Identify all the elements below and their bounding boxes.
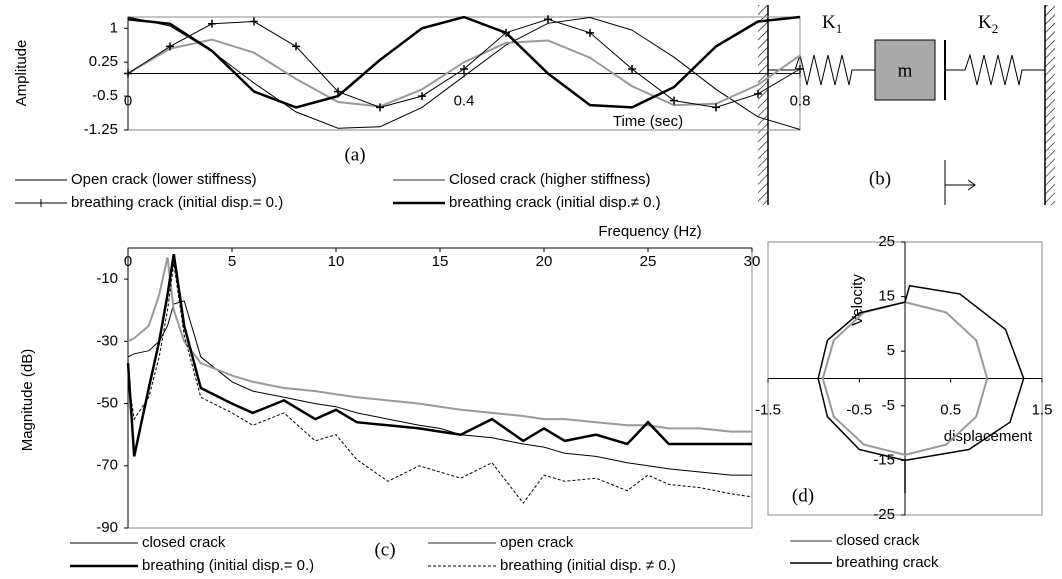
legend-label: breathing crack (initial disp.≠ 0.): [449, 194, 661, 211]
x-tick-label: 5: [228, 253, 236, 270]
plus-marker: [292, 42, 300, 51]
y-tick-label: 15: [878, 288, 895, 305]
legend-label: Closed crack (higher stiffness): [449, 171, 650, 188]
x-tick-label: 0.8: [790, 92, 811, 109]
y-tick-label: 1: [110, 19, 118, 36]
legend-label: Open crack (lower stiffness): [71, 171, 257, 188]
plus-marker: [586, 28, 594, 37]
legend-marker: [37, 199, 45, 207]
spring-label: K2: [978, 12, 998, 36]
spring-label-text: K: [978, 12, 992, 33]
x-tick-label: 0: [124, 92, 132, 109]
spring: [945, 53, 1045, 86]
legend-label: open crack: [500, 534, 574, 551]
y-tick-label: -0.5: [92, 87, 118, 104]
y-tick-label: 25: [878, 233, 895, 250]
series-line: [817, 284, 1025, 494]
x-tick-label: 10: [328, 253, 345, 270]
y-tick-label: 0.25: [89, 53, 118, 70]
mass-block: [874, 39, 936, 101]
plus-marker: [460, 64, 468, 73]
panel-label: (a): [344, 144, 365, 165]
series-line: [127, 263, 753, 504]
plot-frame: [127, 247, 753, 529]
panel-label: (b): [869, 168, 891, 189]
series-line: [127, 300, 752, 476]
x-tick-label: 30: [744, 253, 761, 270]
series-line: [127, 16, 801, 130]
plus-marker: [628, 64, 636, 73]
y-tick-label: -30: [96, 332, 118, 349]
y-tick-label: 5: [887, 342, 895, 359]
x-tick-label: 25: [640, 253, 657, 270]
series-line: [821, 301, 989, 456]
y-tick-label: -50: [96, 395, 118, 412]
spring-subscript: 2: [992, 21, 999, 36]
wall-hatch: [758, 5, 768, 205]
plus-marker: [544, 15, 552, 24]
x-axis-label: Frequency (Hz): [598, 223, 701, 240]
plus-marker: [208, 19, 216, 28]
spring-label: K1: [822, 12, 842, 36]
plus-marker: [670, 96, 678, 105]
x-tick-label: 0: [124, 253, 132, 270]
plus-marker: [376, 103, 384, 112]
y-tick-label: -5: [882, 397, 895, 414]
y-tick-label: -70: [96, 457, 118, 474]
legend-label: closed crack: [836, 532, 920, 549]
plus-marker: [250, 17, 258, 26]
legend-label: breathing crack: [836, 554, 939, 571]
x-tick-label: 0.4: [454, 92, 475, 109]
plus-marker: [754, 89, 762, 98]
series-line: [127, 38, 801, 108]
y-tick-label: -1.25: [84, 121, 118, 138]
legend-label: closed crack: [142, 534, 226, 551]
spring-mass-diagram: K1 K2 m (b): [758, 5, 1055, 205]
x-tick-label: 1.5: [1032, 401, 1053, 418]
series-line: [126, 254, 752, 457]
plus-marker: [796, 64, 804, 73]
x-axis-label: Time (sec): [613, 113, 683, 130]
y-tick-label: -10: [96, 270, 118, 287]
y-tick-label: -15: [873, 451, 895, 468]
legend-label: breathing crack (initial disp.= 0.): [71, 194, 283, 211]
x-tick-label: 0.5: [940, 401, 961, 418]
legend-label: breathing (initial disp.= 0.): [142, 557, 314, 574]
x-tick-label: -1.5: [755, 401, 781, 418]
arrow: [945, 179, 976, 191]
y-tick-label: -25: [873, 506, 895, 523]
series-line: [127, 15, 801, 109]
spring-subscript: 1: [836, 21, 843, 36]
mass-label: m: [898, 60, 913, 81]
plus-marker: [712, 103, 720, 112]
x-tick-label: 20: [536, 253, 553, 270]
plus-marker: [124, 69, 132, 78]
y-axis-label: Magnitude (dB): [19, 349, 36, 452]
y-tick-label: -90: [96, 519, 118, 536]
x-tick-label: -0.5: [846, 401, 872, 418]
panel-label: (c): [374, 539, 395, 560]
spring: [768, 53, 875, 86]
y-axis-label: Amplitude: [13, 40, 30, 107]
series-line: [127, 257, 752, 433]
x-tick-label: 15: [432, 253, 449, 270]
wall-hatch: [1045, 5, 1055, 205]
panel-label: (d): [792, 485, 814, 506]
legend-label: breathing (initial disp. ≠ 0.): [500, 557, 676, 574]
plus-marker: [334, 87, 342, 96]
spring-label-text: K: [822, 12, 836, 33]
plus-marker: [418, 92, 426, 101]
plus-marker: [166, 42, 174, 51]
